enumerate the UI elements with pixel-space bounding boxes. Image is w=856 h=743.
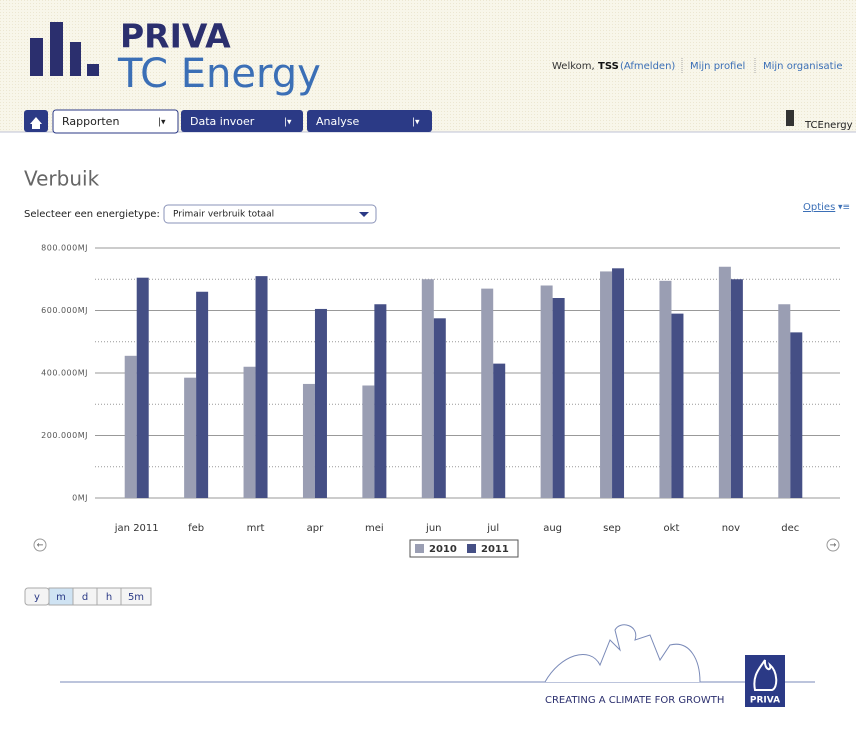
- bar: [302, 383, 315, 498]
- tab-arrow[interactable]: |▾: [284, 118, 292, 128]
- tab[interactable]: [181, 110, 303, 132]
- footer-drawing: [544, 624, 701, 683]
- bar: [481, 288, 494, 498]
- zoom-button[interactable]: [120, 587, 152, 606]
- zoom-label[interactable]: y: [34, 592, 40, 603]
- x-tick-label: sep: [603, 523, 621, 534]
- zoom-label[interactable]: h: [106, 592, 112, 603]
- legend-label: 2011: [481, 544, 509, 555]
- bar: [314, 308, 327, 498]
- y-tick-label: 800.000MJ: [41, 244, 88, 253]
- bar: [243, 366, 256, 498]
- bar: [184, 377, 197, 498]
- flame-icon: [753, 659, 778, 691]
- bar: [659, 280, 672, 498]
- zoom-buttons: y m d h 5m: [24, 587, 152, 606]
- tab[interactable]: [52, 109, 179, 134]
- select-arrow[interactable]: [359, 212, 369, 217]
- legend: [409, 539, 519, 558]
- tab-arrow[interactable]: |▾: [158, 118, 166, 128]
- bar: [433, 318, 446, 498]
- profile-link[interactable]: Mijn profiel: [690, 61, 745, 72]
- bar: [196, 291, 209, 498]
- bar: [374, 304, 387, 498]
- legend-label: 2010: [429, 544, 457, 555]
- welcome: Welkom,: [552, 61, 595, 72]
- legend-swatch: [415, 544, 424, 553]
- bar: [421, 279, 434, 498]
- x-tick-label: mrt: [247, 523, 265, 534]
- bar: [778, 304, 791, 498]
- x-tick-label: dec: [781, 523, 799, 534]
- building-icon: [786, 110, 794, 126]
- prev-button[interactable]: [33, 538, 47, 552]
- bar: [671, 313, 684, 498]
- tab-label[interactable]: Analyse: [316, 115, 360, 128]
- bar: [552, 298, 565, 498]
- bar: [255, 276, 268, 498]
- x-tick-label: jun: [425, 523, 441, 534]
- tab-label[interactable]: Rapporten: [62, 115, 119, 128]
- options-link[interactable]: Opties: [803, 202, 835, 213]
- bar: [540, 285, 553, 498]
- logout-link[interactable]: (Afmelden): [620, 61, 675, 72]
- x-tick-label: feb: [188, 523, 204, 534]
- home-icon: [30, 117, 42, 129]
- next-button[interactable]: [826, 538, 840, 552]
- x-tick-label: jul: [486, 523, 499, 534]
- bar: [730, 279, 743, 498]
- tab[interactable]: [307, 110, 432, 132]
- options-icon[interactable]: ▾≡: [838, 203, 850, 213]
- user-menu: Welkom, TSS (Afmelden) Mijn profiel Mijn…: [552, 58, 843, 74]
- chart: 0MJ 200.000MJ 400.000MJ 600.000MJ 800.000MJ j…: [41, 244, 840, 534]
- prev-icon[interactable]: ←: [37, 541, 44, 550]
- bar: [362, 385, 375, 498]
- select-value[interactable]: Primair verbruik totaal: [173, 210, 274, 220]
- product: TC Energy: [117, 51, 321, 97]
- x-tick-label: nov: [722, 523, 740, 534]
- footer-logo-text: PRIVA: [750, 696, 780, 706]
- tab-label[interactable]: Data invoer: [190, 115, 255, 128]
- brand: PRIVA: [120, 17, 231, 56]
- bar: [718, 266, 731, 498]
- slogan: CREATING A CLIMATE FOR GROWTH: [545, 695, 724, 706]
- organisation-link[interactable]: Mijn organisatie: [763, 61, 843, 72]
- bar: [124, 355, 137, 498]
- x-tick-label: apr: [307, 523, 324, 534]
- page-title: Verbuik: [24, 167, 100, 191]
- logo-mark: [30, 22, 99, 76]
- site-name[interactable]: TCEnergy: [804, 120, 853, 131]
- user: TSS: [598, 61, 619, 72]
- x-tick-label: aug: [543, 523, 562, 534]
- zoom-label[interactable]: 5m: [128, 592, 144, 603]
- zoom-label[interactable]: d: [82, 592, 88, 603]
- legend-items: 2010 2011: [415, 544, 509, 555]
- y-tick-label: 600.000MJ: [41, 306, 88, 315]
- bar: [493, 363, 506, 498]
- bar: [136, 277, 149, 498]
- y-tick-label: 200.000MJ: [41, 431, 88, 440]
- y-tick-label: 400.000MJ: [41, 369, 88, 378]
- legend-swatch: [467, 544, 476, 553]
- x-tick-label: mei: [365, 523, 384, 534]
- zoom-label[interactable]: m: [56, 592, 66, 603]
- tab-arrow[interactable]: |▾: [412, 118, 420, 128]
- bar: [612, 268, 625, 498]
- energy-select[interactable]: [163, 204, 377, 224]
- y-tick-label: 0MJ: [72, 494, 88, 503]
- select-label: Selecteer een energietype:: [24, 209, 160, 220]
- bar: [600, 271, 613, 498]
- x-tick-label: okt: [664, 523, 680, 534]
- next-icon[interactable]: →: [830, 541, 837, 550]
- bar: [790, 332, 803, 498]
- x-tick-label: jan 2011: [114, 523, 159, 534]
